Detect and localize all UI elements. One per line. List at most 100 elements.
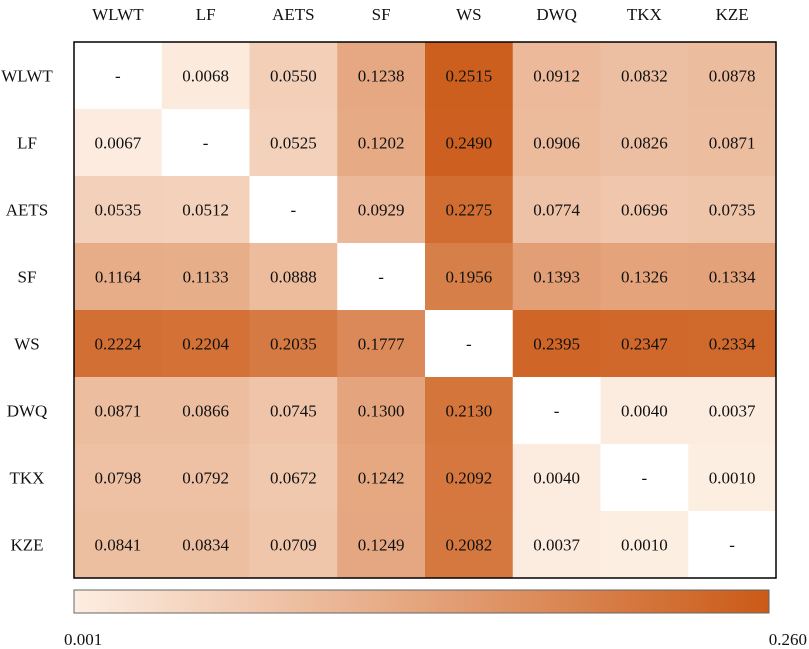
cell-value-label: 0.1164 [95,268,142,287]
heatmap-cell [161,444,250,512]
cell-value-label: 0.0878 [709,67,756,86]
cell-value-label: 0.0672 [270,469,317,488]
heatmap-cell [600,511,689,579]
heatmap-cell [600,243,689,311]
heatmap-cell [74,310,163,378]
cell-value-label: 0.2515 [446,67,493,86]
cell-value-label: 0.0040 [533,469,580,488]
heatmap-cell [74,377,163,445]
cell-value-label: 0.0709 [270,536,317,555]
heatmap-cell [600,444,689,512]
cell-value-label: 0.0745 [270,402,317,421]
cell-value-label: 0.0067 [95,134,142,153]
heatmap-frame [73,41,777,579]
heatmap-cell [74,511,163,579]
cell-value-label: 0.0774 [533,201,580,220]
heatmap-cell [512,377,601,445]
cell-value-label: 0.0871 [95,402,142,421]
row-labels: WLWT LF AETS SF WS DWQ TKX KZE [1,67,53,555]
column-label-tkx: TKX [627,5,662,24]
cell-value-label: 0.0832 [621,67,668,86]
cell-value-label: 0.1334 [709,268,756,287]
heatmap-cell [337,243,426,311]
cell-value-label: 0.2092 [446,469,493,488]
cell-value-label: - [115,67,121,86]
heatmap-cell [425,176,514,244]
cell-value-label: 0.2395 [533,335,580,354]
cell-value-label: 0.0929 [358,201,405,220]
cell-value-label: 0.2130 [446,402,493,421]
heatmap-cell [688,444,777,512]
cell-value-label: 0.2490 [446,134,493,153]
heatmap-cell [161,176,250,244]
heatmap-cell [512,176,601,244]
heatmap-cell [600,310,689,378]
heatmap-cell [249,42,338,110]
heatmap-cell [249,310,338,378]
heatmap-cell [688,377,777,445]
heatmap-cell [337,42,426,110]
heatmap-cell [512,243,601,311]
heatmap-cell [600,377,689,445]
heatmap-cell [249,511,338,579]
cell-value-label: 0.0834 [182,536,229,555]
heatmap-cell [512,511,601,579]
column-label-kze: KZE [716,5,749,24]
row-label-aets: AETS [6,201,49,220]
heatmap-cell [512,310,601,378]
cell-value-label: - [203,134,209,153]
heatmap-cell [688,176,777,244]
column-label-aets: AETS [272,5,315,24]
heatmap-cell [337,511,426,579]
cell-value-label: 0.0792 [182,469,229,488]
heatmap-cell [161,511,250,579]
cell-value-label: 0.1249 [358,536,405,555]
colorbar-max-label: 0.260 [769,630,807,649]
heatmap-cell [161,109,250,177]
cell-value-label: 0.0735 [709,201,756,220]
heatmap-cell [425,444,514,512]
heatmap-cell [425,243,514,311]
cell-value-label: 0.1326 [621,268,668,287]
heatmap-cell [600,109,689,177]
heatmap-cell [249,109,338,177]
cell-value-label: 0.0525 [270,134,317,153]
cell-value-label: 0.0037 [533,536,580,555]
heatmap-cell [512,42,601,110]
cell-value-label: 0.2275 [446,201,493,220]
cell-value-label: 0.0535 [95,201,142,220]
heatmap-cell [425,511,514,579]
cell-value-label: 0.2334 [709,335,756,354]
heatmap-cell [337,176,426,244]
heatmap-cell [74,42,163,110]
cell-value-label: - [466,335,472,354]
heatmap-cell [161,42,250,110]
column-label-lf: LF [196,5,216,24]
cell-value-label: - [554,402,560,421]
column-labels: WLWT LF AETS SF WS DWQ TKX KZE [92,5,749,24]
cell-value-label: 0.1300 [358,402,405,421]
column-label-dwq: DWQ [536,5,577,24]
row-label-kze: KZE [10,536,43,555]
cell-value-label: 0.2347 [621,335,668,354]
cell-value-label: 0.0010 [621,536,668,555]
heatmap-cell [337,377,426,445]
cell-value-label: 0.1956 [446,268,493,287]
heatmap-cell [425,310,514,378]
heatmap-cell [512,109,601,177]
row-label-lf: LF [17,134,37,153]
cell-value-label: 0.1238 [358,67,405,86]
colorbar-min-label: 0.001 [64,630,102,649]
heatmap-cell [74,444,163,512]
cell-value-label: - [378,268,384,287]
heatmap-cell [688,42,777,110]
cell-value-label: 0.2204 [182,335,229,354]
row-label-sf: SF [18,268,37,287]
cell-value-label: 0.0841 [95,536,142,555]
row-label-wlwt: WLWT [1,67,53,86]
cell-value-label: 0.0040 [621,402,668,421]
heatmap-cell [688,511,777,579]
heatmap-cell [425,109,514,177]
heatmap-cell [74,176,163,244]
